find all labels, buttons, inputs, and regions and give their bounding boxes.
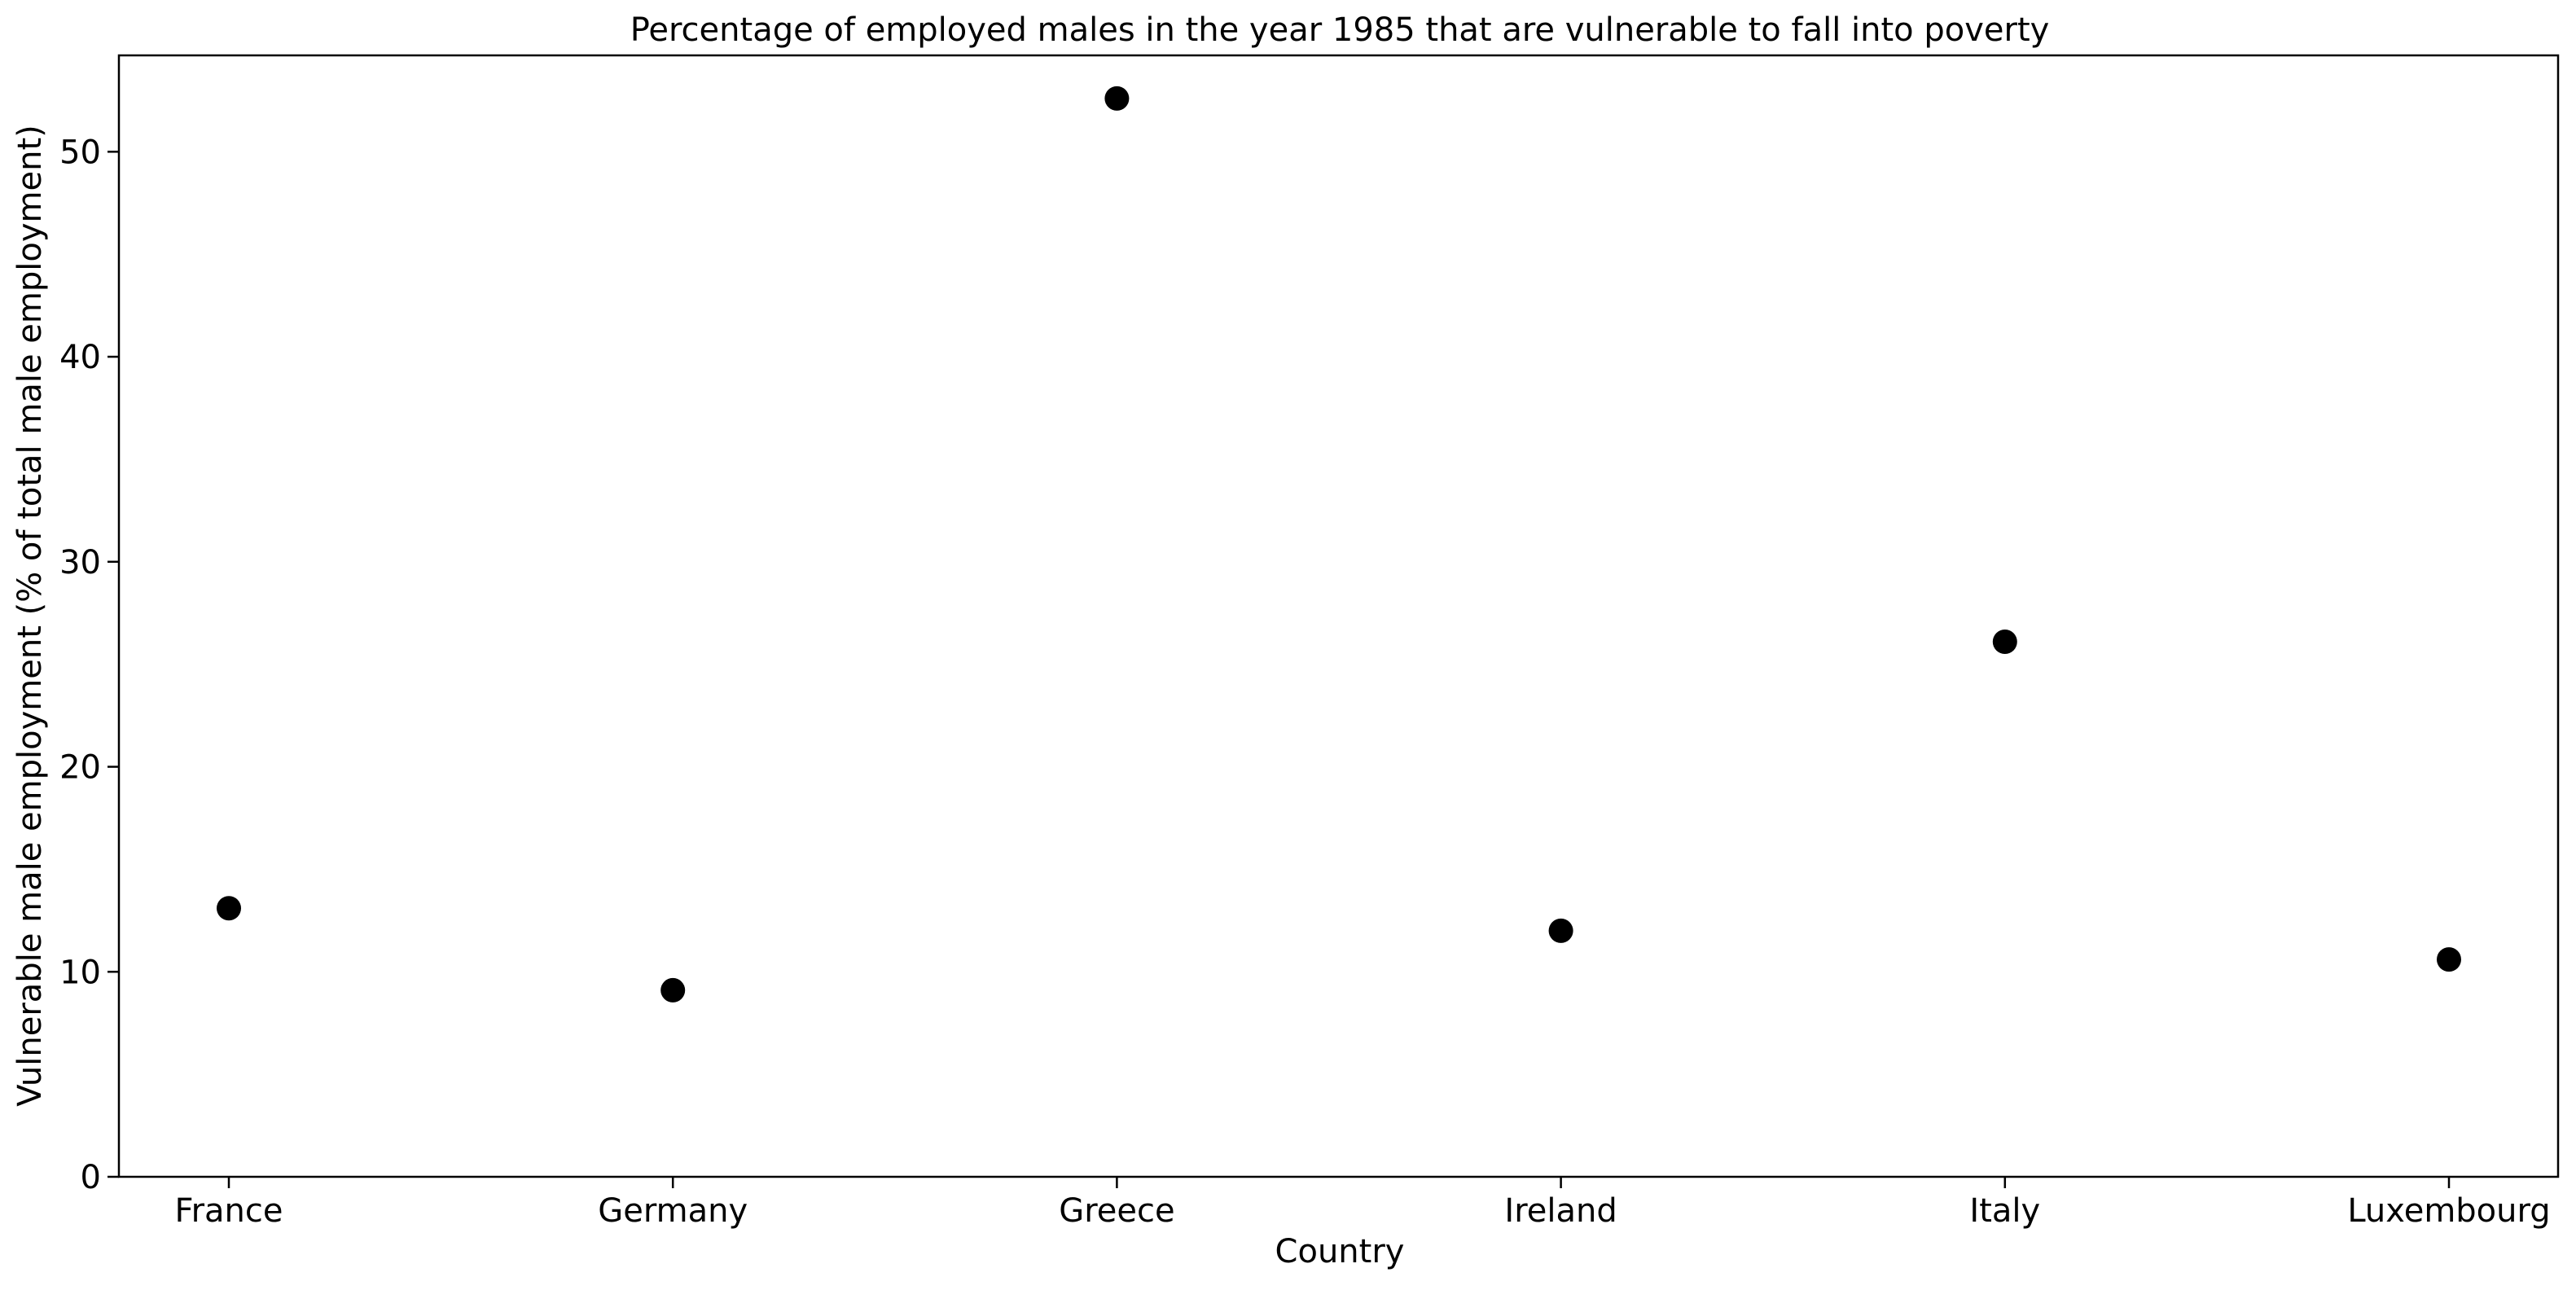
data-point <box>2437 947 2461 972</box>
y-axis-label: Vulnerable male employment (% of total m… <box>11 125 49 1106</box>
chart-title: Percentage of employed males in the year… <box>630 11 2050 49</box>
x-tick-label: Ireland <box>1504 1192 1617 1230</box>
data-point <box>217 896 241 921</box>
y-tick-label: 50 <box>59 134 101 171</box>
y-axis: 0 10 20 30 40 50 <box>59 134 119 1196</box>
x-tick-label: France <box>174 1192 283 1230</box>
data-point <box>660 977 686 1003</box>
y-tick-label: 10 <box>59 954 101 991</box>
y-tick-label: 30 <box>59 544 101 581</box>
y-tick-label: 40 <box>59 339 101 376</box>
data-point <box>1992 629 2017 654</box>
data-point <box>1548 918 1573 943</box>
x-axis-label: Country <box>1275 1233 1405 1270</box>
plot-frame <box>117 54 2560 1178</box>
x-tick-label: Italy <box>1969 1192 2040 1230</box>
x-tick-label: Luxembourg <box>2347 1192 2550 1230</box>
data-point <box>1104 86 1130 111</box>
x-tick-label: Germany <box>598 1192 748 1230</box>
x-axis: France Germany Greece Ireland Italy Luxembour… <box>174 1177 2551 1230</box>
y-tick-label: 0 <box>81 1159 101 1196</box>
x-tick-label: Greece <box>1059 1192 1174 1230</box>
data-points <box>217 86 2461 1003</box>
y-tick-label: 20 <box>59 749 101 787</box>
